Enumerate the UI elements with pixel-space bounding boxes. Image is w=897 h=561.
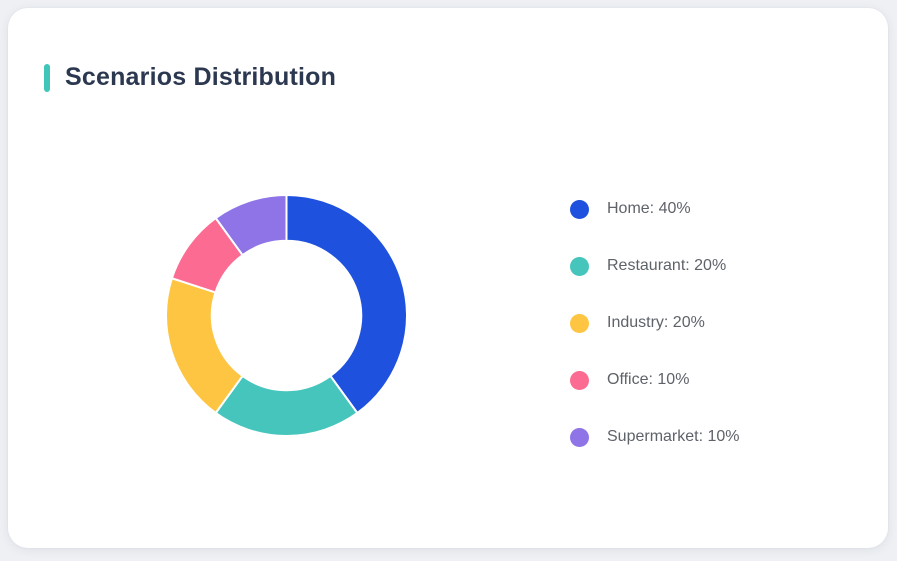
donut-segment-industry[interactable] <box>165 277 244 414</box>
legend-item-restaurant[interactable]: Restaurant: 20% <box>570 256 740 276</box>
legend-item-office[interactable]: Office: 10% <box>570 370 740 390</box>
donut-segment-home[interactable] <box>285 194 408 414</box>
legend-label: Supermarket: 10% <box>607 428 740 445</box>
legend-label: Industry: 20% <box>607 314 705 331</box>
legend-swatch-restaurant <box>570 256 589 276</box>
scenarios-distribution-card: Scenarios Distribution Home: 40% Restaura… <box>8 8 888 548</box>
legend-label: Restaurant: 20% <box>607 257 727 274</box>
legend-label: Office: 10% <box>607 371 690 388</box>
legend-swatch-supermarket <box>570 427 589 447</box>
legend-swatch-home <box>570 199 589 219</box>
donut-segment-supermarket[interactable] <box>214 194 288 257</box>
donut-chart[interactable] <box>164 193 409 438</box>
legend-swatch-industry <box>570 313 589 333</box>
legend-item-industry[interactable]: Industry: 20% <box>570 313 740 333</box>
legend-label: Home: 40% <box>607 200 691 217</box>
page-title: Scenarios Distribution <box>65 63 337 91</box>
legend-item-supermarket[interactable]: Supermarket: 10% <box>570 427 740 447</box>
chart-legend: Home: 40% Restaurant: 20% Industry: 20% Off… <box>570 199 740 447</box>
legend-swatch-office <box>570 370 589 390</box>
legend-item-home[interactable]: Home: 40% <box>570 199 740 219</box>
title-accent-bar <box>44 63 50 92</box>
card-header: Scenarios Distribution <box>44 63 336 92</box>
